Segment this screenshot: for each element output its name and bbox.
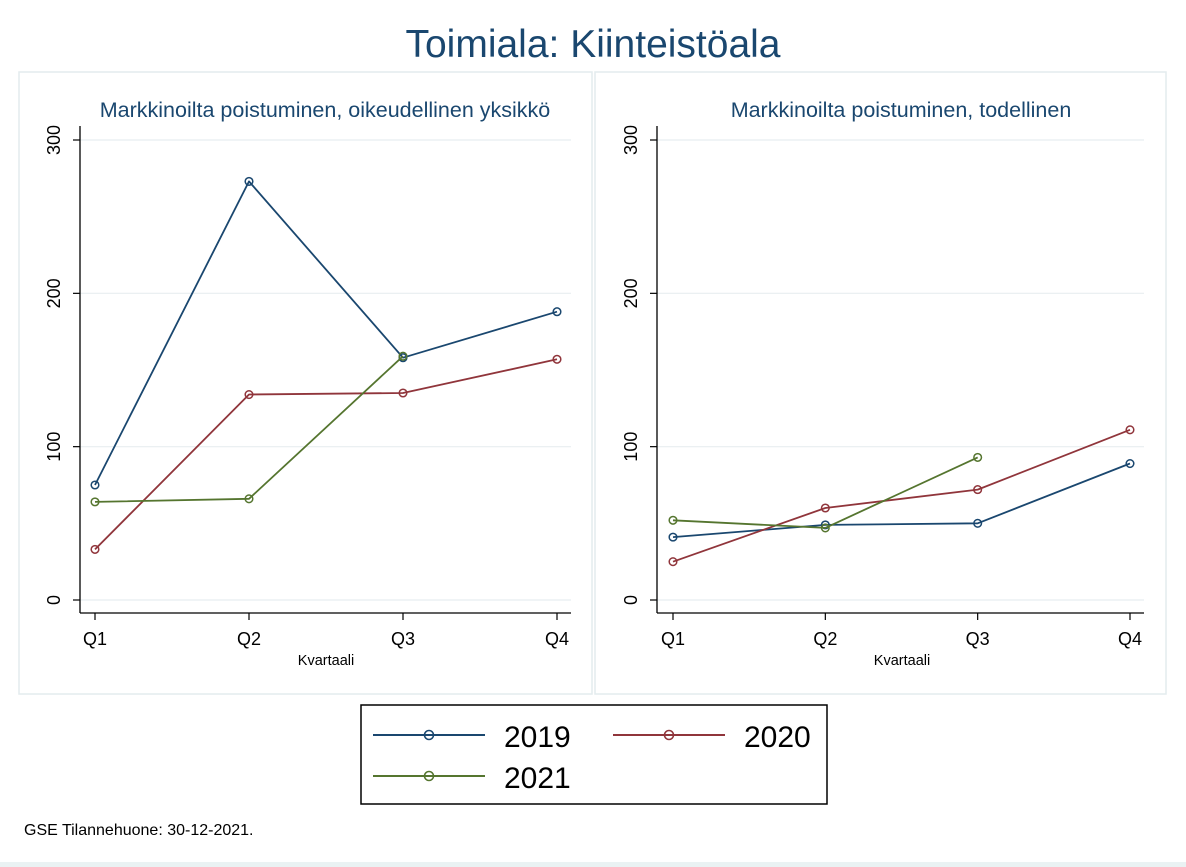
p1-point-2021-q3 — [398, 351, 408, 361]
legend-item-2019: 2019 — [373, 721, 571, 754]
p1-xtick-label-q2: Q2 — [237, 629, 261, 649]
p1-point-2021-q2 — [244, 494, 254, 504]
p2-xtick-label-q2: Q2 — [813, 629, 837, 649]
p1-ytick-label-0: 0 — [44, 595, 64, 605]
legend: 2019 2020 2021 — [360, 704, 828, 805]
legend-marker-2020 — [663, 729, 675, 741]
figure-title: Toimiala: Kiinteistöala — [405, 23, 780, 66]
p2-series-line-2019 — [672, 462, 1131, 538]
legend-label-2019: 2019 — [504, 721, 571, 754]
legend-label-2021: 2021 — [504, 762, 571, 795]
legend-item-2020: 2020 — [613, 721, 811, 754]
p2-xtick-label-q1: Q1 — [661, 629, 685, 649]
p1-ytick-label-100: 100 — [44, 432, 64, 462]
p2-ytick-label-0: 0 — [621, 595, 641, 605]
p2-point-2021-q1 — [668, 515, 678, 525]
p1-title: Markkinoilta poistuminen, oikeudellinen … — [100, 98, 551, 122]
p2-ytick-label-300: 300 — [621, 125, 641, 155]
p1-series-line-2020 — [94, 358, 558, 551]
p1-point-2020-q3 — [398, 388, 408, 398]
p2-series-line-2021 — [672, 456, 979, 529]
p1-xtick-label-q3: Q3 — [391, 629, 415, 649]
p1-point-2019-q2 — [244, 176, 254, 186]
p2-point-2020-q2 — [820, 503, 830, 513]
legend-marker-2021 — [423, 770, 435, 782]
p1-x-axis-title: Kvartaali — [298, 653, 354, 669]
p2-point-2020-q1 — [668, 557, 678, 567]
source-note: GSE Tilannehuone: 30-12-2021. — [24, 822, 254, 839]
p2-xtick-label-q4: Q4 — [1118, 629, 1142, 649]
p1-series-line-2021 — [94, 355, 404, 503]
p2-ytick-label-200: 200 — [621, 278, 641, 308]
p1-series-line-2019 — [94, 180, 558, 486]
p2-point-2019-q4 — [1125, 458, 1135, 469]
p2-point-2019-q3 — [973, 518, 983, 528]
p1-point-2019-q1 — [90, 480, 100, 490]
p2-x-axis-title: Kvartaali — [874, 653, 930, 669]
p2-title: Markkinoilta poistuminen, todellinen — [731, 98, 1072, 122]
p2-ytick-label-100: 100 — [621, 432, 641, 462]
legend-item-2021: 2021 — [373, 762, 571, 795]
p2-panel-border — [594, 71, 1167, 695]
legend-marker-2019 — [423, 729, 435, 741]
p2-series-line-2020 — [672, 428, 1131, 563]
p1-ytick-label-300: 300 — [44, 125, 64, 155]
p2-point-2021-q3 — [973, 452, 983, 462]
p1-ytick-label-200: 200 — [44, 278, 64, 308]
p1-point-2020-q4 — [552, 354, 562, 364]
p1-panel-border — [18, 71, 593, 695]
p1-point-2019-q4 — [552, 307, 562, 317]
p1-point-2020-q1 — [90, 544, 100, 554]
p2-point-2020-q3 — [973, 485, 983, 495]
p2-point-2021-q2 — [820, 523, 830, 533]
legend-label-2020: 2020 — [744, 721, 811, 754]
legend-box — [360, 704, 828, 805]
p2-point-2019-q1 — [668, 532, 678, 542]
p1-xtick-label-q1: Q1 — [83, 629, 107, 649]
chart-panel-actual: Markkinoilta poistuminen, todellinen 0 100… — [594, 71, 1167, 695]
p1-point-2020-q2 — [244, 389, 254, 400]
p2-xtick-label-q3: Q3 — [966, 629, 990, 649]
chart-panel-legal-unit: Markkinoilta poistuminen, oikeudellinen … — [18, 71, 593, 695]
p2-point-2020-q4 — [1125, 425, 1135, 435]
p1-xtick-label-q4: Q4 — [545, 629, 569, 649]
p1-point-2021-q1 — [90, 497, 100, 507]
